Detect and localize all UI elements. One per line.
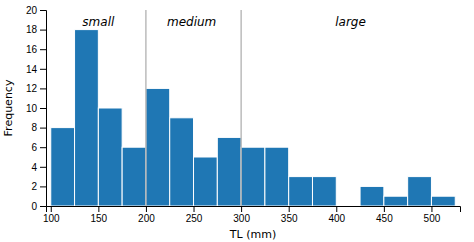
bar <box>217 137 241 206</box>
bar <box>98 108 122 206</box>
y-axis-tick: 12 <box>26 83 46 94</box>
annotation: small <box>82 15 115 29</box>
y-axis-tick-label: 0 <box>31 201 37 212</box>
bar <box>312 177 336 206</box>
x-axis-tick-label: 150 <box>91 213 108 224</box>
y-axis-tick-label: 8 <box>31 122 37 133</box>
bar <box>360 186 384 206</box>
y-axis-tick: 0 <box>31 201 46 212</box>
x-axis-tick-mark <box>431 206 432 212</box>
x-axis: 100 150 200 250 300 350 400 450 500 <box>43 206 461 224</box>
bar <box>51 128 75 206</box>
x-axis-title: TL (mm) <box>229 228 276 241</box>
y-axis-tick: 8 <box>31 122 46 133</box>
y-axis-tick-label: 6 <box>31 142 37 153</box>
y-axis-tick-label: 16 <box>26 44 38 55</box>
bar <box>265 147 289 206</box>
x-axis-tick-mark <box>51 206 52 212</box>
y-axis-tick-mark <box>40 147 46 148</box>
x-axis-tick-mark <box>241 206 242 212</box>
y-axis-tick-mark <box>40 186 46 187</box>
y-axis-tick-label: 10 <box>26 103 38 114</box>
y-axis-tick: 20 <box>26 5 46 16</box>
y-axis-tick: 4 <box>31 162 46 173</box>
y-axis-tick-label: 2 <box>31 181 37 192</box>
bar <box>146 88 170 206</box>
bar <box>384 196 408 206</box>
x-axis-line <box>47 207 461 213</box>
bar <box>336 206 360 207</box>
x-axis-tick: 450 <box>376 206 393 224</box>
bar <box>122 147 146 206</box>
y-axis-tick-mark <box>40 30 46 31</box>
chart: 100 150 200 250 300 350 400 450 500 0 2 4 6 8 10 12 14 16… <box>0 0 474 242</box>
bar <box>241 147 265 206</box>
bar <box>289 177 313 206</box>
x-axis-tick-mark <box>194 206 195 212</box>
x-axis-tick-mark <box>146 206 147 212</box>
y-axis-tick-label: 4 <box>31 162 37 173</box>
y-axis-tick-mark <box>40 167 46 168</box>
y-axis-tick-label: 12 <box>26 83 38 94</box>
x-axis-tick-label: 500 <box>424 213 441 224</box>
x-axis-tick-label: 100 <box>43 213 60 224</box>
bar <box>75 30 99 206</box>
y-axis-tick-mark <box>40 69 46 70</box>
x-axis-tick-mark <box>289 206 290 212</box>
y-axis-tick-mark <box>40 128 46 129</box>
y-axis-tick: 2 <box>31 181 46 192</box>
bar <box>170 118 194 206</box>
y-axis-tick: 16 <box>26 44 46 55</box>
y-axis-tick-mark <box>40 206 46 207</box>
x-axis-tick-label: 300 <box>233 213 250 224</box>
annotations: small medium large <box>82 15 366 29</box>
y-axis-title: Frequency <box>2 79 15 136</box>
x-axis-tick-label: 350 <box>281 213 298 224</box>
x-axis-tick: 350 <box>281 206 298 224</box>
x-axis-tick-label: 200 <box>138 213 155 224</box>
bar <box>194 157 218 206</box>
bar <box>431 196 455 206</box>
x-axis-tick-label: 250 <box>186 213 203 224</box>
x-axis-tick-label: 400 <box>328 213 345 224</box>
x-axis-tick: 250 <box>186 206 203 224</box>
y-axis-tick-mark <box>40 88 46 89</box>
y-axis-tick: 10 <box>26 103 46 114</box>
y-axis-tick: 18 <box>26 24 46 35</box>
plot: 100 150 200 250 300 350 400 450 500 0 2 4 6 8 10 12 14 16… <box>26 5 461 224</box>
x-axis-tick: 150 <box>91 206 108 224</box>
x-axis-tick-mark <box>98 206 99 212</box>
y-axis-tick-mark <box>40 49 46 50</box>
y-axis-tick-mark <box>40 10 46 11</box>
y-axis-tick-mark <box>40 108 46 109</box>
bar <box>408 177 432 206</box>
annotation: large <box>335 15 366 29</box>
x-axis-tick: 400 <box>328 206 345 224</box>
annotation: medium <box>167 15 216 29</box>
y-axis-tick: 6 <box>31 142 46 153</box>
x-axis-tick-mark <box>384 206 385 212</box>
y-axis-line <box>40 11 47 207</box>
x-axis-tick: 300 <box>233 206 250 224</box>
category-line <box>241 10 242 206</box>
x-axis-tick-label: 450 <box>376 213 393 224</box>
category-line <box>145 10 146 206</box>
y-axis-tick-label: 14 <box>26 64 38 75</box>
x-axis-tick-mark <box>336 206 337 212</box>
y-axis-tick: 14 <box>26 64 46 75</box>
x-axis-tick: 200 <box>138 206 155 224</box>
y-axis: 0 2 4 6 8 10 12 14 16 18 20 <box>26 5 47 212</box>
x-axis-tick: 500 <box>424 206 441 224</box>
marks <box>51 10 455 206</box>
x-axis-tick: 100 <box>43 206 60 224</box>
y-axis-tick-label: 20 <box>26 5 38 16</box>
y-axis-tick-label: 18 <box>26 24 38 35</box>
